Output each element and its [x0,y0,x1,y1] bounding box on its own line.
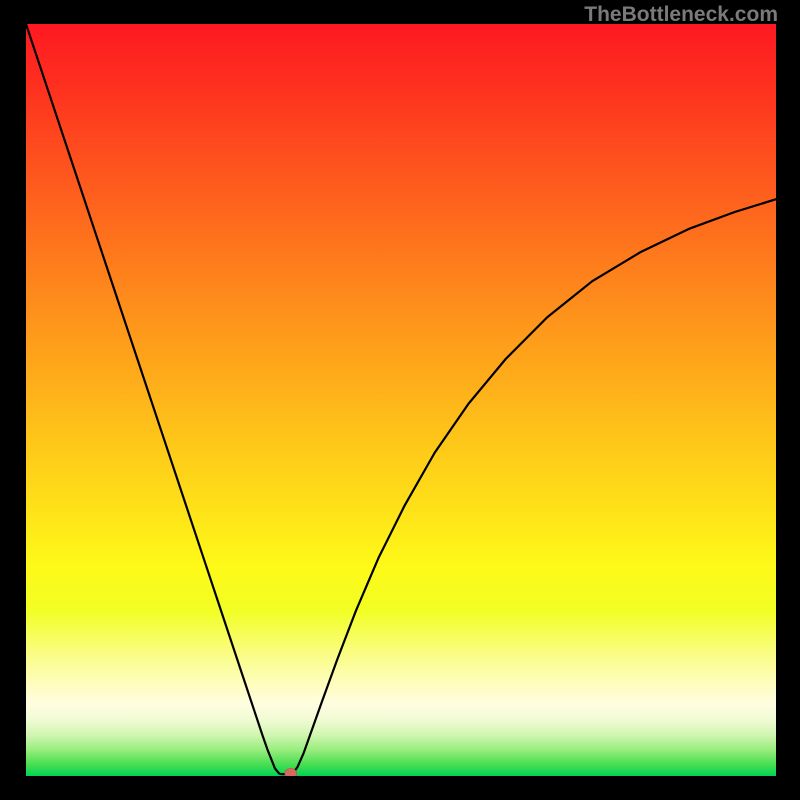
watermark-text: TheBottleneck.com [584,3,778,27]
plot-area [26,24,776,776]
gradient-background [26,24,776,776]
chart-container: TheBottleneck.com [0,0,800,800]
minimum-marker [285,768,297,776]
